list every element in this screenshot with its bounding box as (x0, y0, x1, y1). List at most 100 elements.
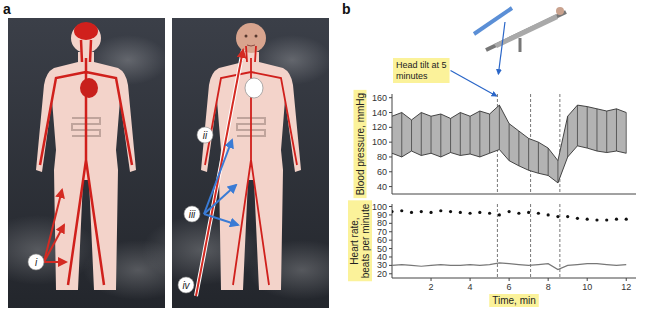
person-head (556, 7, 564, 15)
event-line (530, 204, 531, 278)
beat-stroke (567, 116, 568, 157)
y-tick (389, 171, 392, 172)
tilt-icon (474, 7, 566, 52)
beat-stroke (440, 114, 441, 157)
annotation-line: minutes (396, 71, 428, 81)
y-tick (389, 127, 392, 128)
y-tick-label: 100 (372, 202, 387, 212)
x-tick (548, 278, 549, 281)
label-badge (197, 127, 213, 143)
beat-stroke (557, 161, 558, 183)
tilt-bar (474, 8, 512, 34)
beat-stroke (431, 116, 432, 153)
beat-stroke (470, 116, 471, 154)
y-tick (389, 248, 392, 249)
y-tick (389, 231, 392, 232)
eye (255, 35, 258, 38)
data-point (556, 215, 559, 218)
heart (245, 78, 263, 98)
label-background (348, 200, 372, 281)
y-axis-title-text: Blood pressure, mmHg (355, 93, 366, 195)
y-tick (389, 186, 392, 187)
roman-label: ii (203, 130, 208, 141)
beat-stroke (587, 107, 588, 148)
x-tick-label: 2 (429, 282, 434, 292)
mouth (247, 45, 255, 46)
beat-stroke (509, 124, 510, 161)
arrow (196, 50, 243, 296)
head (71, 23, 101, 53)
y-tick (389, 214, 392, 215)
beat-stroke (460, 113, 461, 156)
beat-stroke (606, 111, 607, 152)
beat-stroke (489, 114, 490, 153)
body-silhouette (36, 52, 136, 290)
beat-stroke (479, 111, 480, 157)
table-leg (519, 38, 522, 52)
beat-stroke (421, 113, 422, 156)
data-point (517, 212, 520, 215)
y-tick (389, 273, 392, 274)
arrow-outline (196, 50, 243, 296)
label-badge (28, 254, 44, 270)
y-tick (389, 265, 392, 266)
y-tick (389, 206, 392, 207)
annotation-arrow (451, 71, 497, 97)
panel-letter: a (3, 1, 11, 17)
y-axis-title-text: Heart rate,beats per minute (349, 203, 371, 278)
y-tick (389, 112, 392, 113)
y-tick-label: 160 (372, 93, 387, 103)
annotation-background (393, 58, 450, 83)
plot-marks (392, 94, 626, 194)
x-tick (470, 278, 471, 281)
y-axis-title-line: Heart rate, (349, 217, 360, 264)
y-tick-label: 80 (377, 152, 387, 162)
x-tick-label: 4 (468, 282, 473, 292)
x-tick-label: 12 (621, 282, 631, 292)
data-point (527, 211, 530, 214)
beat-stroke (538, 142, 539, 173)
y-axis-title-line: Blood pressure, mmHg (355, 93, 366, 195)
x-axis-line (392, 278, 636, 279)
arrow (44, 225, 64, 262)
head (236, 23, 266, 53)
body (36, 22, 136, 290)
label-badge (184, 206, 200, 222)
beat-stroke (411, 120, 412, 151)
beat-stroke (392, 116, 393, 153)
data-point (595, 218, 598, 221)
y-tick-label: 60 (377, 167, 387, 177)
data-point (449, 210, 452, 213)
vessels (40, 40, 132, 285)
y-tick (389, 97, 392, 98)
eye (245, 35, 248, 38)
annotation-text: Head tilt at 5minutes (396, 60, 447, 81)
panel-letter: b (342, 1, 351, 17)
arrow (204, 214, 238, 225)
y-tick-label: 100 (372, 137, 387, 147)
arrow (204, 185, 236, 214)
systolic-line (392, 105, 626, 161)
beat-stroke (450, 118, 451, 152)
x-tick (626, 278, 627, 281)
roman-label: iv (182, 280, 190, 291)
brain (74, 22, 98, 40)
plot-marks (392, 204, 628, 278)
roman-label: i (35, 257, 38, 268)
x-tick-label: 8 (546, 282, 551, 292)
data-point (439, 209, 442, 212)
data-point (488, 212, 491, 215)
data-point (615, 218, 618, 221)
beat-stroke (616, 109, 617, 151)
arrow (44, 261, 66, 263)
y-tick-label: 140 (372, 108, 387, 118)
y-axis-line (392, 94, 393, 194)
x-axis-title: Time, min (489, 294, 539, 307)
data-point (576, 217, 579, 220)
annotation: Head tilt at 5minutes (393, 58, 450, 83)
data-point (468, 212, 471, 215)
label-background (489, 294, 539, 307)
beat-stroke (518, 131, 519, 166)
pressure-band (392, 105, 626, 183)
y-axis-title: Blood pressure, mmHg (354, 90, 367, 198)
